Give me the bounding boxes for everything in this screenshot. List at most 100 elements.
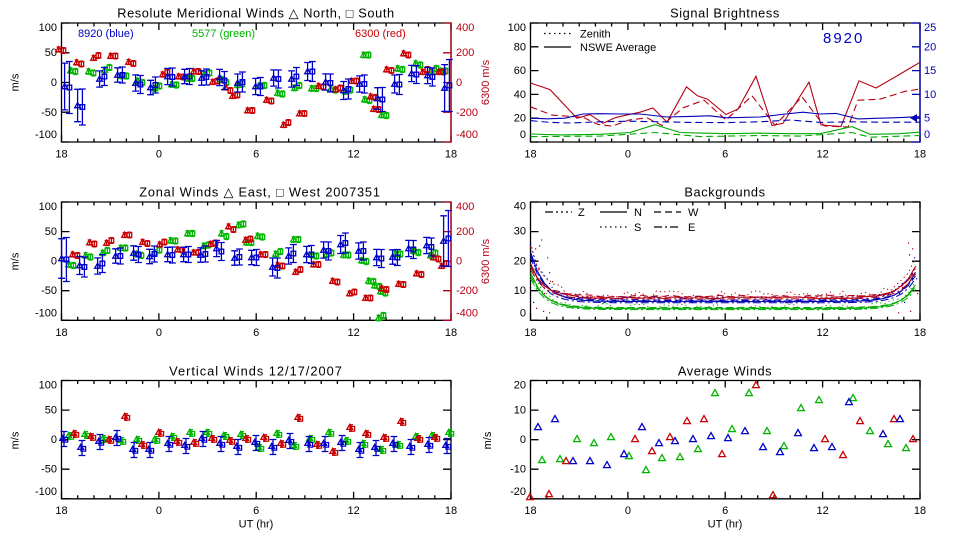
- svg-text:10: 10: [514, 285, 526, 297]
- svg-text:18: 18: [524, 327, 536, 339]
- svg-text:80: 80: [514, 41, 526, 53]
- svg-text:12: 12: [347, 505, 359, 517]
- svg-text:6: 6: [722, 505, 728, 517]
- svg-text:W: W: [688, 207, 699, 219]
- svg-text:-50: -50: [41, 107, 57, 119]
- svg-text:6: 6: [253, 505, 259, 517]
- svg-text:6: 6: [253, 327, 259, 339]
- svg-text:6: 6: [722, 149, 728, 161]
- svg-text:-100: -100: [35, 307, 57, 319]
- svg-text:18: 18: [914, 327, 926, 339]
- svg-text:Resolute Meridional Winds △ No: Resolute Meridional Winds △ North, □ Sou…: [117, 6, 395, 21]
- svg-text:18: 18: [445, 327, 457, 339]
- svg-text:12: 12: [347, 327, 359, 339]
- svg-text:20: 20: [924, 41, 936, 53]
- svg-text:-50: -50: [41, 464, 57, 476]
- svg-text:12: 12: [816, 327, 828, 339]
- svg-text:100: 100: [39, 380, 57, 392]
- svg-text:-400: -400: [456, 307, 478, 319]
- svg-text:20: 20: [514, 113, 526, 125]
- svg-text:50: 50: [45, 47, 57, 59]
- svg-text:0: 0: [520, 434, 526, 446]
- svg-text:NSWE Average: NSWE Average: [580, 42, 656, 54]
- svg-text:0: 0: [924, 129, 930, 141]
- svg-text:0: 0: [156, 327, 162, 339]
- svg-text:12: 12: [347, 149, 359, 161]
- svg-text:100: 100: [508, 22, 526, 34]
- svg-text:5: 5: [924, 113, 930, 125]
- svg-text:18: 18: [524, 505, 536, 517]
- svg-text:6300 (red): 6300 (red): [355, 28, 406, 40]
- svg-text:0: 0: [51, 256, 57, 268]
- svg-text:10: 10: [514, 405, 526, 417]
- svg-text:18: 18: [445, 505, 457, 517]
- svg-text:0: 0: [520, 307, 526, 319]
- svg-text:-400: -400: [456, 129, 478, 141]
- svg-text:-200: -200: [456, 107, 478, 119]
- svg-text:200: 200: [456, 47, 474, 59]
- svg-text:0: 0: [156, 505, 162, 517]
- svg-text:-20: -20: [510, 486, 526, 498]
- svg-text:UT (hr): UT (hr): [239, 519, 274, 531]
- svg-text:100: 100: [39, 22, 57, 34]
- svg-text:-100: -100: [35, 129, 57, 141]
- svg-text:20: 20: [514, 380, 526, 392]
- svg-text:-10: -10: [510, 464, 526, 476]
- svg-text:Zenith: Zenith: [580, 29, 611, 41]
- svg-text:N: N: [634, 207, 642, 219]
- svg-text:400: 400: [456, 22, 474, 34]
- svg-text:6300 m/s: 6300 m/s: [480, 59, 492, 105]
- svg-text:18: 18: [55, 149, 67, 161]
- svg-text:30: 30: [514, 226, 526, 238]
- svg-text:Backgrounds: Backgrounds: [684, 185, 765, 200]
- svg-text:400: 400: [456, 201, 474, 213]
- svg-text:5577 (green): 5577 (green): [192, 28, 255, 40]
- svg-text:0: 0: [456, 77, 462, 89]
- svg-text:60: 60: [514, 65, 526, 77]
- svg-text:10: 10: [924, 89, 936, 101]
- svg-text:Vertical Winds 12/17/2007: Vertical Winds 12/17/2007: [169, 364, 343, 379]
- svg-text:12: 12: [816, 505, 828, 517]
- svg-text:6: 6: [722, 327, 728, 339]
- svg-text:-100: -100: [35, 486, 57, 498]
- svg-text:18: 18: [914, 505, 926, 517]
- svg-text:S: S: [634, 222, 641, 234]
- svg-text:Z: Z: [578, 207, 585, 219]
- svg-text:20: 20: [514, 255, 526, 267]
- svg-text:15: 15: [924, 65, 936, 77]
- svg-text:18: 18: [55, 327, 67, 339]
- svg-text:Signal Brightness: Signal Brightness: [670, 6, 780, 21]
- svg-text:50: 50: [45, 405, 57, 417]
- svg-text:8920 (blue): 8920 (blue): [78, 28, 134, 40]
- svg-text:Zonal Winds △ East, □ West 200: Zonal Winds △ East, □ West 2007351: [139, 185, 381, 200]
- svg-text:0: 0: [456, 256, 462, 268]
- svg-text:m/s: m/s: [10, 431, 22, 449]
- svg-text:40: 40: [514, 200, 526, 212]
- svg-text:0: 0: [156, 149, 162, 161]
- svg-text:0: 0: [51, 77, 57, 89]
- svg-text:0: 0: [625, 327, 631, 339]
- svg-text:0: 0: [625, 505, 631, 517]
- svg-text:12: 12: [816, 149, 828, 161]
- svg-text:-50: -50: [41, 285, 57, 297]
- svg-text:25: 25: [924, 22, 936, 34]
- svg-text:6: 6: [253, 149, 259, 161]
- svg-text:E: E: [688, 222, 695, 234]
- svg-text:0: 0: [520, 129, 526, 141]
- svg-text:40: 40: [514, 89, 526, 101]
- svg-text:18: 18: [55, 505, 67, 517]
- svg-text:18: 18: [524, 149, 536, 161]
- svg-text:200: 200: [456, 226, 474, 238]
- svg-text:-200: -200: [456, 285, 478, 297]
- svg-text:50: 50: [45, 226, 57, 238]
- svg-text:Average Winds: Average Winds: [678, 364, 772, 379]
- svg-text:8920: 8920: [823, 30, 864, 47]
- svg-text:m/s: m/s: [10, 252, 22, 270]
- svg-text:100: 100: [39, 201, 57, 213]
- svg-text:0: 0: [625, 149, 631, 161]
- svg-text:m/s: m/s: [482, 431, 494, 449]
- svg-text:m/s: m/s: [10, 73, 22, 91]
- svg-text:18: 18: [914, 149, 926, 161]
- svg-text:UT (hr): UT (hr): [708, 519, 743, 531]
- svg-text:6300 m/s: 6300 m/s: [480, 238, 492, 284]
